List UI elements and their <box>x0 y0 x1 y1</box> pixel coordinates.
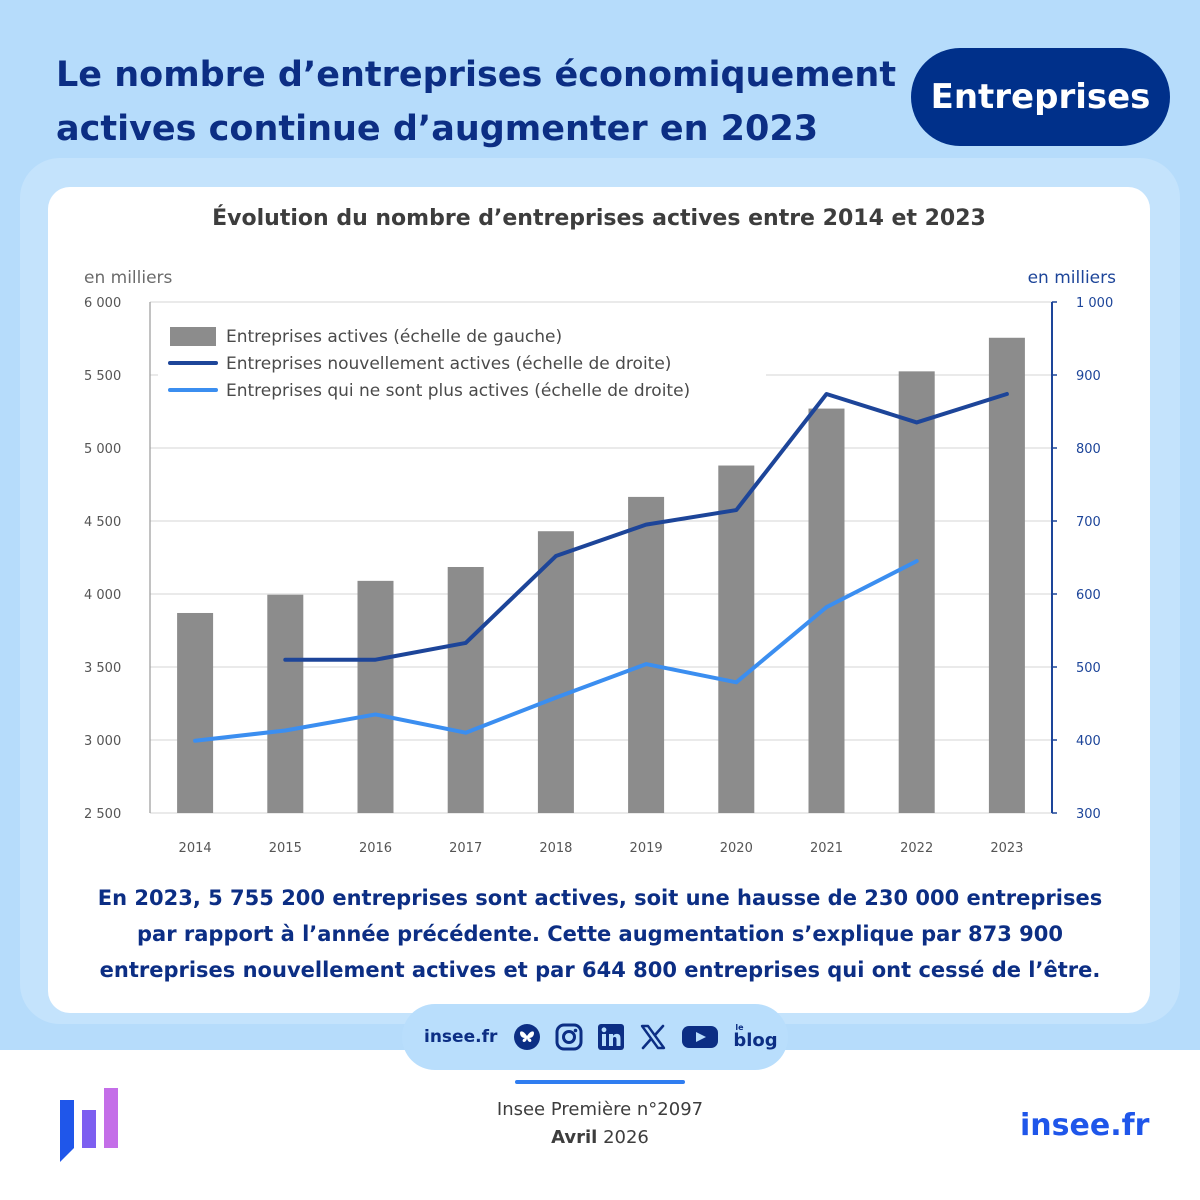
x-tick-label: 2014 <box>179 841 212 856</box>
page-title: Le nombre d’entreprises économiquement a… <box>56 48 896 156</box>
summary-line-1: En 2023, 5 755 200 entreprises sont acti… <box>97 886 1103 910</box>
x-icon[interactable] <box>639 1023 667 1051</box>
bar <box>177 612 214 813</box>
x-tick-label: 2016 <box>359 841 392 856</box>
y-left-tick-label: 2 500 <box>84 807 121 822</box>
line-point <box>734 508 738 512</box>
legend-label: Entreprises actives (échelle de gauche) <box>226 327 562 347</box>
line-point <box>915 559 919 563</box>
y-left-axis-label: en milliers <box>84 268 173 288</box>
y-right-tick-label: 700 <box>1076 515 1101 530</box>
footer-divider <box>515 1080 685 1084</box>
legend-box <box>158 316 766 408</box>
line-point <box>374 712 377 716</box>
social-links-bar: insee.fr le blog <box>402 1004 788 1070</box>
publication-name: Insee Première n°2097 <box>496 1099 704 1120</box>
y-right-tick-label: 800 <box>1076 442 1101 457</box>
y-right-tick-label: 400 <box>1076 734 1101 749</box>
line-point <box>554 696 558 700</box>
line-point <box>825 605 828 609</box>
legend-label: Entreprises nouvellement actives (échell… <box>226 354 671 374</box>
x-tick-label: 2023 <box>990 841 1023 856</box>
line-point <box>283 658 287 662</box>
line-point <box>915 420 919 424</box>
publication-date: Avril 2026 <box>400 1124 800 1152</box>
bar <box>898 371 935 813</box>
line-point <box>464 641 468 645</box>
x-tick-label: 2019 <box>630 841 663 856</box>
line-point <box>193 739 197 743</box>
line-point <box>644 662 648 666</box>
bluesky-icon[interactable] <box>513 1023 541 1051</box>
page-title-line-2: actives continue d’augmenter en 2023 <box>56 109 819 149</box>
bar <box>718 465 755 813</box>
x-tick-label: 2020 <box>720 841 753 856</box>
bar <box>537 531 574 813</box>
insee-logo-icon <box>60 1088 118 1162</box>
y-left-tick-label: 6 000 <box>84 296 121 311</box>
linkedin-icon[interactable] <box>597 1023 625 1051</box>
youtube-icon[interactable] <box>681 1023 719 1051</box>
y-right-tick-label: 500 <box>1076 661 1101 676</box>
bar <box>808 408 845 813</box>
line-point <box>283 729 287 733</box>
publication-year: 2026 <box>603 1127 649 1148</box>
instagram-icon[interactable] <box>555 1023 583 1051</box>
summary-line-3: entreprises nouvellement actives et par … <box>99 958 1101 982</box>
y-right-tick-label: 1 000 <box>1076 296 1113 311</box>
legend-label: Entreprises qui ne sont plus actives (éc… <box>226 381 690 401</box>
bar <box>357 580 394 813</box>
y-left-tick-label: 4 500 <box>84 515 121 530</box>
category-tag: Entreprises <box>911 48 1170 146</box>
social-site-link[interactable]: insee.fr <box>424 1027 498 1047</box>
line-point <box>464 731 468 735</box>
y-left-tick-label: 5 000 <box>84 442 121 457</box>
y-left-tick-label: 5 500 <box>84 369 121 384</box>
y-right-axis-label: en milliers <box>1028 268 1117 288</box>
blog-icon-word: blog <box>733 1030 778 1051</box>
publication-month: Avril <box>551 1127 598 1148</box>
summary-text: En 2023, 5 755 200 entreprises sont acti… <box>60 880 1140 988</box>
blog-icon-le: le <box>735 1023 744 1032</box>
x-tick-label: 2022 <box>900 841 933 856</box>
bar <box>447 566 484 813</box>
chart-title: Évolution du nombre d’entreprises active… <box>212 206 986 231</box>
line-point <box>734 680 738 684</box>
footer-site-link[interactable]: insee.fr <box>1020 1108 1150 1143</box>
page-title-line-1: Le nombre d’entreprises économiquement <box>56 55 897 95</box>
y-right-tick-label: 600 <box>1076 588 1101 603</box>
line-point <box>1005 392 1009 396</box>
publication-reference: Insee Première n°2097 Avril 2026 <box>400 1096 800 1152</box>
bar <box>267 594 304 813</box>
x-tick-label: 2017 <box>449 841 482 856</box>
x-tick-label: 2018 <box>539 841 572 856</box>
line-point <box>825 392 828 396</box>
bar <box>988 337 1025 813</box>
line-point <box>644 523 648 527</box>
blog-icon[interactable]: le blog <box>733 1024 777 1050</box>
y-left-tick-label: 3 500 <box>84 661 121 676</box>
line-point <box>554 554 558 558</box>
legend-swatch <box>170 327 216 346</box>
y-right-tick-label: 900 <box>1076 369 1101 384</box>
y-right-tick-label: 300 <box>1076 807 1101 822</box>
x-tick-label: 2021 <box>810 841 843 856</box>
y-left-tick-label: 4 000 <box>84 588 121 603</box>
bar <box>628 496 665 813</box>
y-left-tick-label: 3 000 <box>84 734 121 749</box>
x-tick-label: 2015 <box>269 841 302 856</box>
summary-line-2: par rapport à l’année précédente. Cette … <box>137 922 1063 946</box>
line-point <box>374 658 377 662</box>
